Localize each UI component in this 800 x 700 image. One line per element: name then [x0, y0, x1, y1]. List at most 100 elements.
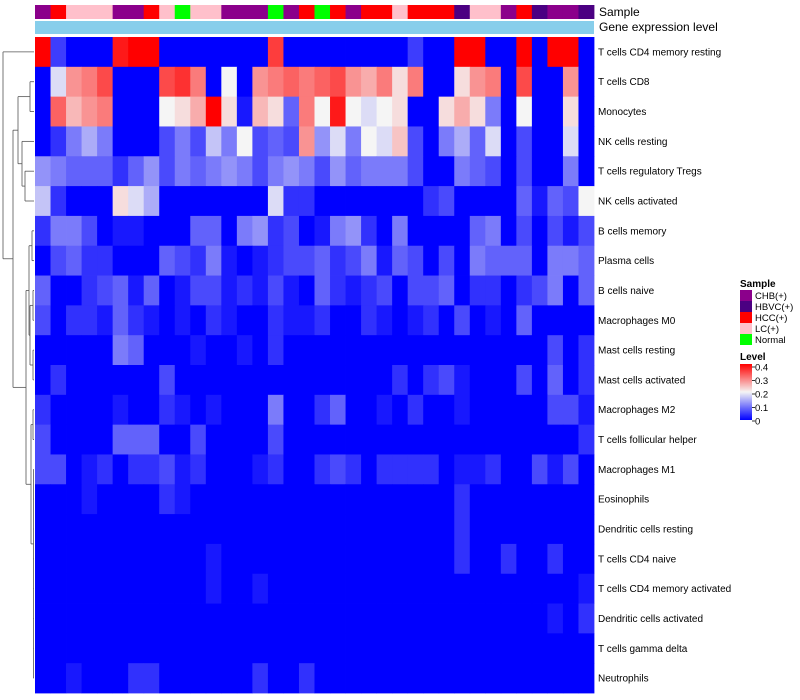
sample-annotation-cell [547, 5, 564, 19]
heatmap-cell [454, 365, 471, 396]
heatmap-cell [562, 484, 579, 515]
heatmap-cell [423, 215, 440, 247]
heatmap-cell [516, 186, 533, 217]
sample-annotation-cell [376, 5, 393, 19]
heatmap-cell [159, 543, 176, 575]
heatmap-cell [66, 335, 82, 366]
heatmap-cell [128, 543, 145, 575]
heatmap-cell [267, 365, 284, 396]
heatmap-cell [236, 126, 253, 157]
heatmap-cell [205, 454, 222, 485]
sample-annotation-cell [500, 5, 517, 19]
heatmap-cell [205, 96, 222, 127]
heatmap-cell [128, 394, 145, 426]
sample-annotation-cell [345, 5, 362, 19]
heatmap-cell [190, 573, 207, 604]
heatmap-cell [392, 543, 409, 575]
heatmap-cell [128, 275, 145, 306]
heatmap-cell [97, 37, 114, 68]
heatmap-cell [252, 335, 269, 366]
heatmap-cell [236, 215, 253, 247]
heatmap-cell [547, 365, 564, 396]
heatmap-cell [236, 514, 253, 545]
heatmap-cell [407, 454, 424, 485]
heatmap-cell [66, 365, 82, 396]
heatmap-cell [112, 394, 129, 426]
heatmap-cell [267, 335, 284, 366]
heatmap-cell [190, 603, 207, 634]
heatmap-cell [81, 186, 98, 217]
heatmap-cell [97, 454, 114, 485]
heatmap-cell [516, 335, 533, 366]
heatmap-cell [361, 454, 378, 485]
heatmap-cell [423, 156, 440, 187]
legend: Sample CHB(+)HBVC(+)HCC(+)LC(+)Normal Le… [740, 279, 793, 428]
sample-annotation-cell [159, 5, 176, 19]
heatmap-cell [143, 365, 160, 396]
heatmap-cell [423, 37, 440, 68]
heatmap-cell [469, 215, 486, 247]
heatmap-cell [407, 215, 424, 247]
heatmap-cell [159, 424, 176, 455]
heatmap-cell [283, 275, 300, 306]
heatmap-cell [392, 633, 409, 664]
row-label: Eosinophils [598, 495, 649, 506]
heatmap-cell [174, 484, 191, 515]
heatmap-cell [50, 543, 67, 575]
heatmap-cell [500, 66, 517, 98]
heatmap-cell [330, 335, 346, 366]
heatmap-cell [361, 394, 378, 426]
heatmap-cell [252, 365, 269, 396]
heatmap-cell [190, 275, 207, 306]
heatmap-cell [314, 663, 331, 694]
heatmap-cell [236, 424, 253, 455]
heatmap-cell [298, 543, 315, 575]
heatmap-cell [267, 305, 284, 336]
heatmap-cell [221, 126, 238, 157]
heatmap-cell [252, 633, 269, 664]
heatmap-cell [97, 275, 114, 306]
heatmap-cell [485, 96, 502, 127]
heatmap-cell [562, 335, 579, 366]
heatmap-cell [221, 66, 238, 98]
sample-annotation-bar [35, 5, 595, 19]
heatmap-cell [330, 96, 346, 127]
heatmap-cell [376, 663, 393, 694]
heatmap-cell [236, 37, 253, 68]
heatmap-cell [531, 156, 548, 187]
heatmap-cell [454, 514, 471, 545]
heatmap-cell [205, 663, 222, 694]
heatmap-cell [407, 37, 424, 68]
heatmap-cell [174, 156, 191, 187]
heatmap-cell [562, 275, 579, 306]
heatmap-cell [159, 245, 176, 276]
sample-legend-swatch [740, 301, 752, 312]
heatmap-cell [531, 245, 548, 276]
heatmap-cell [547, 215, 564, 247]
sample-annotation-cell [205, 5, 222, 19]
heatmap-cell [159, 454, 176, 485]
heatmap-cell [143, 603, 160, 634]
row-label: Mast cells activated [598, 375, 685, 386]
heatmap-cell [283, 454, 300, 485]
heatmap-cell [252, 126, 269, 157]
heatmap-cell [469, 603, 486, 634]
sample-annotation-cell [97, 5, 114, 19]
sample-annotation-cell [35, 5, 51, 19]
heatmap-cell [469, 573, 486, 604]
heatmap-cell [283, 424, 300, 455]
heatmap-cell [423, 514, 440, 545]
heatmap-cell [298, 126, 315, 157]
sample-annotation-cell [516, 5, 533, 19]
sample-annotation-cell [454, 5, 471, 19]
heatmap-cell [454, 663, 471, 694]
heatmap-cell [97, 514, 114, 545]
heatmap-cell [500, 454, 517, 485]
heatmap-cell [500, 603, 517, 634]
heatmap-cell [392, 37, 409, 68]
heatmap-cell [35, 186, 51, 217]
heatmap-cell [267, 66, 284, 98]
heatmap-cell [438, 275, 455, 306]
heatmap-cell [298, 394, 315, 426]
